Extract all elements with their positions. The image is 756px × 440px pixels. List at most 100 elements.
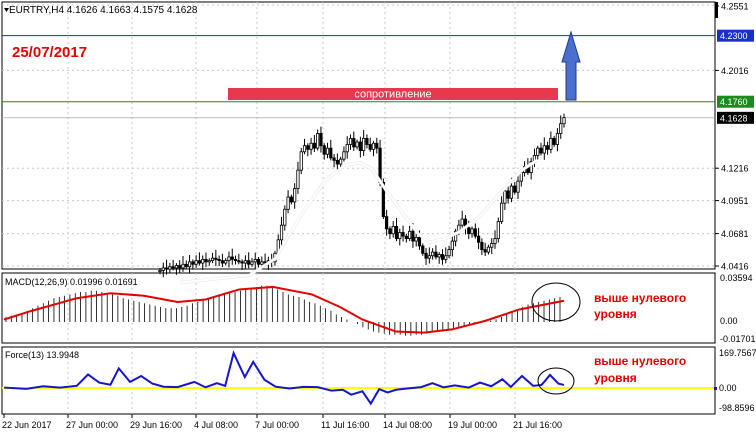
candle-body	[197, 260, 202, 264]
candle-body	[486, 246, 491, 253]
force-value-marker	[714, 387, 717, 390]
candle-body	[345, 144, 349, 153]
candle-body	[178, 265, 182, 269]
candle-body	[519, 172, 523, 182]
candle-body	[352, 137, 356, 148]
macd-annotation-line2: уровня	[594, 307, 637, 321]
candle-body	[158, 270, 162, 273]
x-tick-label: 7 Jul 00:00	[255, 420, 299, 430]
main-panel-frame	[1, 1, 716, 270]
candle-body	[408, 230, 412, 240]
candle-body	[447, 249, 451, 257]
candle-body	[424, 252, 428, 259]
candle-body	[194, 260, 198, 265]
candle-body	[164, 267, 169, 270]
candle-body	[181, 263, 185, 269]
candle-body	[473, 228, 477, 237]
y-tick-label: 4.1216	[721, 164, 749, 174]
candle-body	[493, 238, 497, 244]
axes: 22 Jun 2017 27 Jun 00:00 29 Jun 16:00 4 Jul…	[2, 2, 756, 431]
candle-body	[434, 251, 438, 258]
resistance-label: сопротивление	[354, 89, 431, 101]
force-y-tick-label: 169.7567	[719, 348, 756, 358]
y-tick-label: 4.0681	[721, 229, 749, 239]
candle-body	[375, 142, 379, 149]
force-annotation-line1: выше нулевого	[594, 354, 686, 368]
x-tick-label: 22 Jun 2017	[2, 420, 52, 430]
candle-body	[302, 145, 307, 153]
candle-body	[355, 141, 359, 148]
candle-body	[385, 216, 389, 230]
candle-body	[503, 190, 507, 204]
price-tag-box	[717, 29, 754, 42]
force-panel-frame	[1, 346, 716, 415]
candle-body	[404, 235, 408, 240]
candle-body	[480, 241, 484, 251]
macd-y-tick-label: 0.00	[720, 316, 738, 326]
candle-body	[401, 232, 405, 237]
candle-body	[559, 123, 563, 134]
candle-body	[184, 263, 188, 268]
macd-signal-line	[3, 285, 565, 334]
candle-body	[431, 251, 435, 257]
macd-title: MACD(12,26,9) 0.01996 0.01691	[5, 277, 138, 287]
candle-body	[279, 224, 284, 241]
candle-body	[187, 261, 192, 268]
candle-body	[450, 240, 454, 251]
candle-body	[325, 147, 330, 155]
x-tick-label: 14 Jul 08:00	[383, 420, 432, 430]
candle-body	[496, 221, 500, 240]
force-y-tick-label: 0.00	[719, 383, 737, 393]
force-line	[3, 350, 565, 406]
candle-body	[460, 218, 464, 226]
candle-body	[513, 185, 517, 193]
candle-body	[549, 137, 553, 150]
candle-body	[240, 261, 244, 264]
candle-body	[247, 260, 251, 265]
candle-body	[470, 228, 474, 235]
candle-body	[398, 232, 402, 240]
candle-body	[539, 147, 543, 154]
candle-body	[545, 145, 550, 150]
x-tick-label: 4 Jul 08:00	[194, 420, 238, 430]
force-highlight-circle	[537, 367, 575, 395]
candle-body	[289, 196, 293, 203]
candle-body	[391, 225, 395, 235]
moving-average-line	[179, 159, 538, 284]
price-tag-box	[717, 111, 754, 124]
x-tick-label: 21 Jul 16:00	[513, 420, 562, 430]
candle-body	[299, 151, 303, 171]
candle-body	[233, 258, 238, 262]
candle-body	[260, 261, 264, 265]
candle-body	[427, 255, 431, 259]
candle-body	[283, 208, 287, 226]
candle-body	[312, 142, 316, 149]
candle-body	[437, 254, 441, 258]
candle-body	[224, 260, 228, 264]
candle-body	[191, 261, 195, 265]
candle-body	[529, 161, 533, 174]
candle-body	[414, 236, 418, 242]
candle-body	[411, 230, 415, 242]
candle-body	[316, 133, 320, 149]
candle-body	[322, 145, 326, 155]
collapse-triangle-icon[interactable]	[4, 8, 9, 12]
candle-body	[217, 258, 221, 262]
symbol-bar: EURTRY,H4 4.1626 4.1663 4.1575 4.1628	[9, 5, 198, 16]
x-tick-label: 11 Jul 16:00	[321, 420, 369, 430]
candle-body	[552, 137, 556, 145]
candle-body	[296, 169, 300, 189]
candle-body	[253, 258, 257, 263]
candle-body	[286, 196, 290, 210]
candle-body	[214, 257, 218, 260]
candle-body	[329, 147, 333, 159]
force-y-tick-label: -98.8596	[719, 403, 755, 413]
candle-body	[332, 157, 336, 161]
grid	[2, 2, 715, 414]
candle-body	[220, 260, 225, 264]
price-tag-label: 4.1760	[720, 97, 748, 107]
candle-body	[348, 137, 353, 145]
candle-body	[201, 258, 205, 264]
